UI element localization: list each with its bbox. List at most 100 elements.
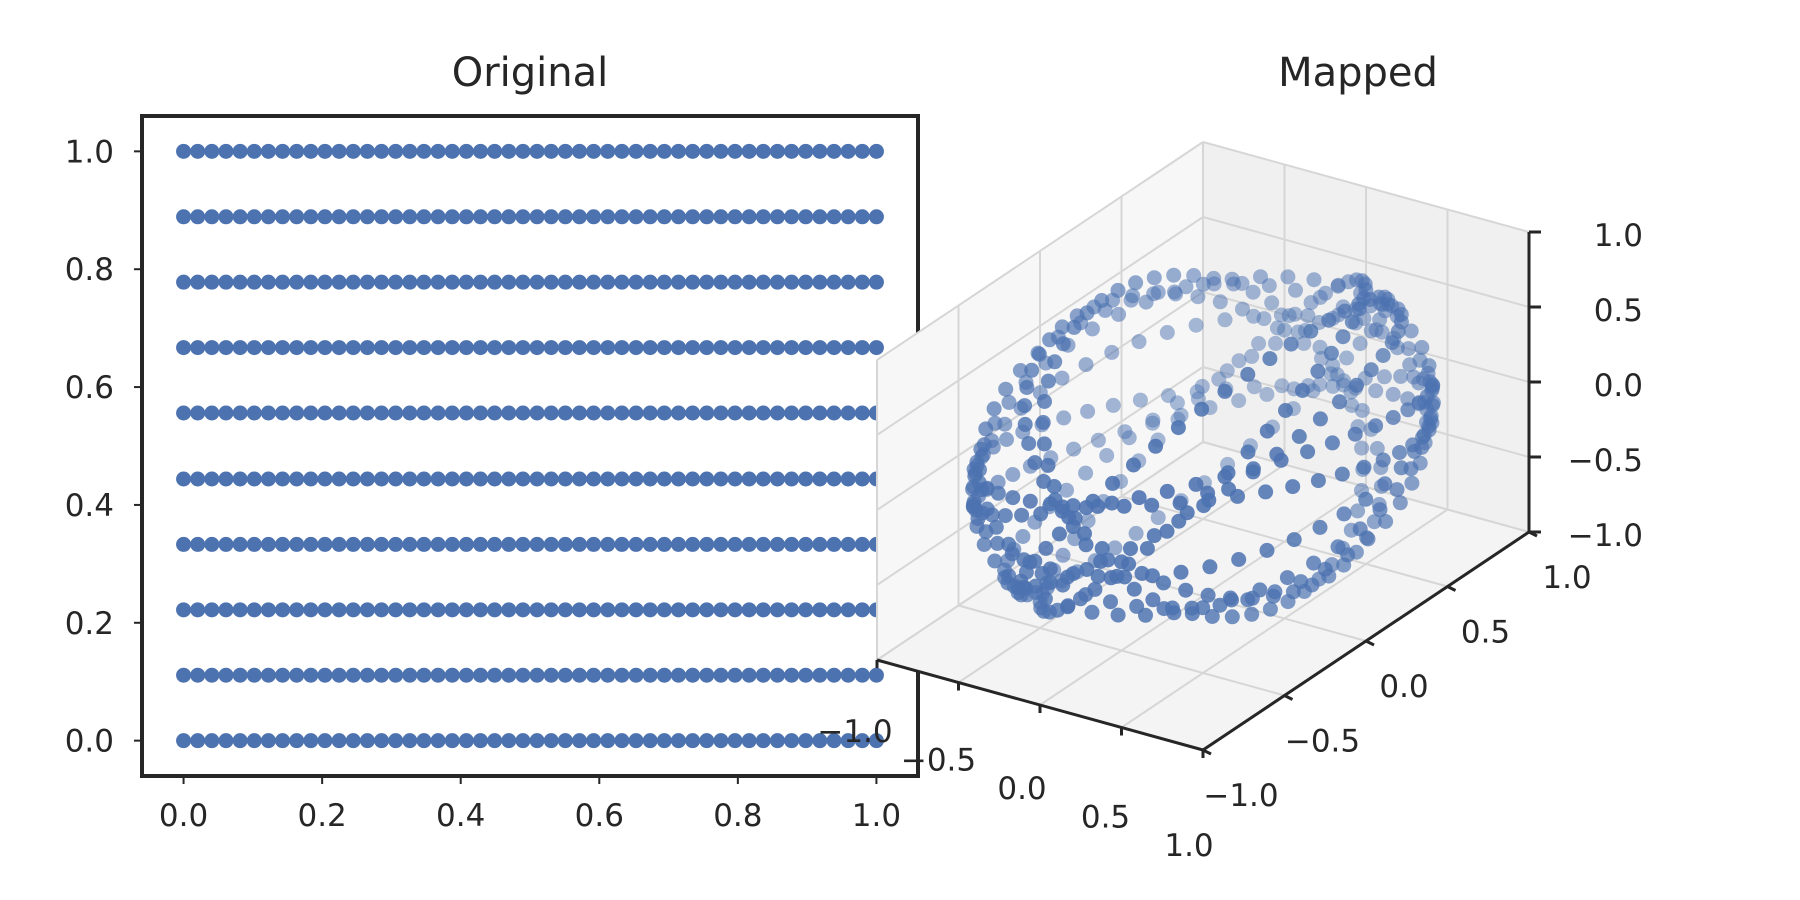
original-point xyxy=(374,602,390,618)
original-point xyxy=(586,667,602,683)
mapped-point xyxy=(1400,391,1416,407)
mapped-point xyxy=(1204,609,1220,624)
mapped-point xyxy=(1317,561,1333,577)
mapped-point xyxy=(1077,526,1092,542)
original-point xyxy=(388,667,404,683)
original-point xyxy=(571,340,587,356)
original-point xyxy=(473,733,489,749)
original-point xyxy=(713,143,729,159)
mapped-point xyxy=(1067,510,1083,526)
original-x-tick-label: 0.2 xyxy=(297,798,346,834)
mapped-point xyxy=(1090,568,1106,584)
original-point xyxy=(232,209,248,225)
mapped-point xyxy=(1040,373,1056,389)
original-point xyxy=(755,340,771,356)
mapped-point xyxy=(1291,429,1307,444)
mapped-grid-line xyxy=(1202,291,1530,383)
mapped-point xyxy=(1173,407,1189,423)
original-point xyxy=(628,274,644,290)
original-point xyxy=(614,733,630,749)
original-point xyxy=(473,602,489,618)
original-point xyxy=(854,340,870,356)
mapped-point xyxy=(1131,490,1147,506)
original-point xyxy=(600,274,616,290)
original-point xyxy=(501,340,517,356)
original-point xyxy=(656,667,672,683)
mapped-point xyxy=(1159,483,1175,499)
original-point xyxy=(727,143,743,159)
original-point xyxy=(741,209,757,225)
mapped-point xyxy=(1161,388,1176,404)
original-point xyxy=(430,143,446,159)
original-point xyxy=(289,536,305,552)
mapped-point xyxy=(1245,284,1261,300)
mapped-point xyxy=(1167,284,1182,300)
original-point xyxy=(487,209,503,225)
original-point xyxy=(416,340,432,356)
mapped-point xyxy=(1188,476,1204,492)
mapped-point xyxy=(1293,574,1309,590)
original-point xyxy=(515,602,531,618)
mapped-point xyxy=(1051,526,1067,542)
mapped-point xyxy=(1246,379,1262,395)
original-point xyxy=(826,733,842,749)
original-point xyxy=(501,536,517,552)
original-point xyxy=(670,143,686,159)
original-point xyxy=(289,471,305,487)
original-point xyxy=(317,536,333,552)
mapped-point xyxy=(1305,383,1321,399)
mapped-point xyxy=(1259,423,1275,439)
mapped-point xyxy=(1259,542,1275,558)
mapped-point xyxy=(1080,403,1096,419)
original-point xyxy=(812,209,828,225)
original-point xyxy=(769,274,785,290)
mapped-point xyxy=(1178,279,1194,295)
mapped-point xyxy=(976,537,992,552)
original-point xyxy=(600,209,616,225)
original-point xyxy=(685,733,701,749)
mapped-y-tick-label: 0.0 xyxy=(1379,669,1428,705)
original-point xyxy=(218,667,234,683)
mapped-point xyxy=(1015,529,1031,544)
mapped-point xyxy=(1055,547,1071,563)
mapped-point xyxy=(1325,357,1341,373)
original-point xyxy=(515,667,531,683)
original-point xyxy=(868,733,884,749)
mapped-point xyxy=(990,485,1006,501)
original-point xyxy=(826,340,842,356)
original-point xyxy=(769,340,785,356)
mapped-point xyxy=(979,480,995,496)
mapped-point xyxy=(1303,323,1319,339)
original-point xyxy=(260,143,276,159)
mapped-point xyxy=(1159,523,1175,539)
original-point xyxy=(303,405,319,421)
original-point xyxy=(374,733,390,749)
mapped-point xyxy=(1354,440,1370,456)
original-point xyxy=(685,209,701,225)
original-point xyxy=(416,143,432,159)
original-point xyxy=(246,274,262,290)
mapped-point xyxy=(1235,301,1250,317)
original-point xyxy=(232,340,248,356)
original-point xyxy=(854,602,870,618)
mapped-point xyxy=(1231,552,1247,567)
original-point xyxy=(246,143,262,159)
original-point xyxy=(275,274,291,290)
original-point xyxy=(642,274,658,290)
original-point xyxy=(218,471,234,487)
mapped-point xyxy=(1126,581,1142,597)
mapped-point xyxy=(1217,383,1233,399)
original-point xyxy=(473,209,489,225)
original-point xyxy=(840,340,856,356)
original-point xyxy=(798,274,814,290)
original-point xyxy=(600,143,616,159)
original-point xyxy=(275,602,291,618)
original-point xyxy=(176,340,192,356)
mapped-point xyxy=(1280,269,1296,285)
mapped-point xyxy=(1224,609,1240,625)
original-point xyxy=(487,340,503,356)
mapped-point xyxy=(1321,312,1337,328)
original-point xyxy=(218,143,234,159)
mapped-point xyxy=(1259,386,1275,402)
mapped-point xyxy=(1110,607,1126,623)
